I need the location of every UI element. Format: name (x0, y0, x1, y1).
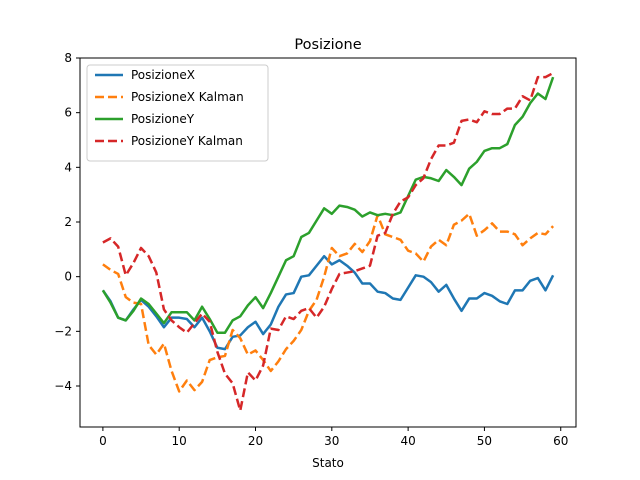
legend-label-0: PosizioneX (131, 68, 195, 82)
axes-frame (79, 57, 577, 428)
legend: PosizioneX PosizioneX Kalman PosizioneY Pos… (86, 64, 269, 162)
x-tick-label-4: 40 (400, 434, 415, 448)
x-tick-label-6: 60 (553, 434, 568, 448)
legend-label-3: PosizioneY Kalman (131, 134, 243, 148)
x-tick-label-5: 50 (477, 434, 492, 448)
series-line-2 (101, 76, 555, 334)
y-tick-label-1: −2 (54, 324, 72, 338)
legend-box (86, 64, 269, 162)
series-line-1 (102, 212, 555, 393)
y-tick-label-0: −4 (54, 379, 72, 393)
y-tick-label-3: 2 (64, 215, 72, 229)
x-axis-label: Stato (312, 456, 344, 470)
x-tick-label-3: 30 (324, 434, 339, 448)
chart-title: Posizione (294, 37, 361, 53)
legend-label-2: PosizioneY (131, 112, 195, 126)
x-tick-label-0: 0 (99, 434, 107, 448)
y-tick-label-4: 4 (64, 160, 72, 174)
x-tick-label-1: 10 (172, 434, 187, 448)
y-tick-label-5: 6 (64, 106, 72, 120)
y-tick-label-6: 8 (64, 51, 72, 65)
legend-label-1: PosizioneX Kalman (131, 90, 244, 104)
series-line-3 (102, 71, 554, 412)
plot-area: 0 10 20 30 40 50 60 −4 −2 0 2 4 6 8 (54, 51, 577, 448)
x-tick-label-2: 20 (248, 434, 263, 448)
y-tick-label-2: 0 (64, 270, 72, 284)
